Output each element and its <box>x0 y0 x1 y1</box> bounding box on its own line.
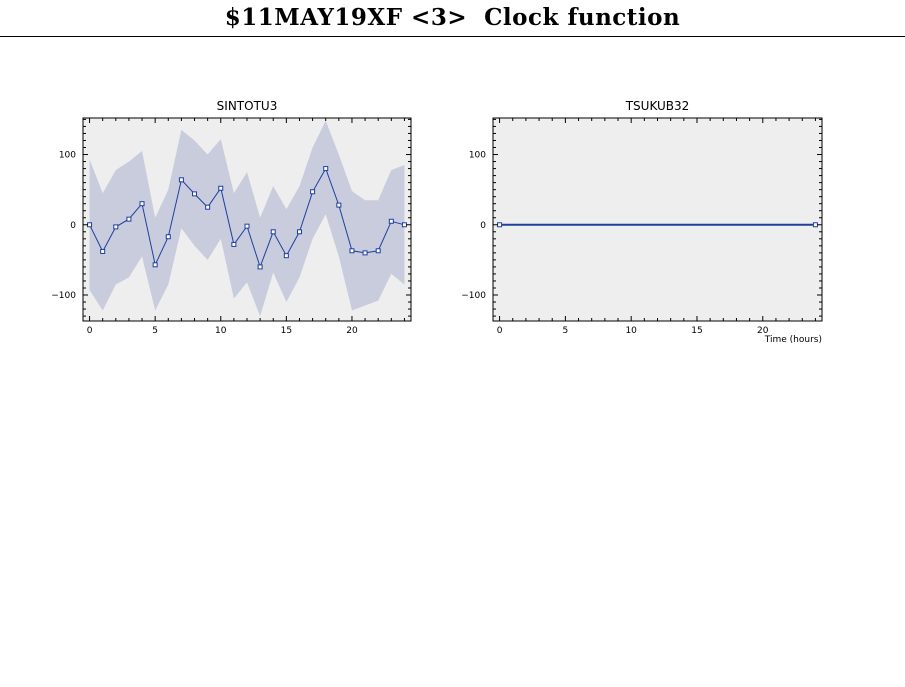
data-point <box>257 264 263 270</box>
data-point <box>87 222 93 228</box>
data-point <box>270 229 276 235</box>
data-point <box>100 248 106 254</box>
x-tick-label: 5 <box>152 326 158 336</box>
y-tick-label: 0 <box>480 221 486 231</box>
x-tick-label: 15 <box>281 326 292 336</box>
page-title: $11MAY19XF <3> Clock function <box>224 4 681 31</box>
data-point <box>178 177 184 183</box>
x-tick-label: 10 <box>215 326 227 336</box>
data-point <box>113 224 119 230</box>
data-point <box>812 222 818 228</box>
data-point <box>152 262 158 268</box>
data-point <box>310 189 316 195</box>
data-point <box>139 201 145 207</box>
chart-tsukub32: TSUKUB32 0 5 10 15 20 −100 0 100 Time (hours) <box>461 99 823 345</box>
x-tick-label: 20 <box>346 326 358 336</box>
data-point <box>192 191 198 197</box>
y-tick-label: 100 <box>469 151 486 161</box>
data-point <box>349 248 355 254</box>
data-point <box>375 248 381 254</box>
x-tick-label: 10 <box>625 326 637 336</box>
x-tick-label: 5 <box>563 326 569 336</box>
chart-title: SINTOTU3 <box>217 99 278 113</box>
data-point <box>323 166 329 172</box>
data-point <box>336 202 342 208</box>
data-point <box>205 204 211 210</box>
chart-title: TSUKUB32 <box>625 99 690 113</box>
data-point <box>218 185 224 191</box>
data-point <box>244 223 250 229</box>
y-tick-label: −100 <box>461 291 486 301</box>
data-point <box>296 229 302 235</box>
x-tick-label: 0 <box>87 326 93 336</box>
data-point <box>497 222 503 228</box>
x-tick-label: 0 <box>497 326 503 336</box>
x-axis-label: Time (hours) <box>764 335 822 345</box>
chart-sintotu3: SINTOTU3 0 5 10 15 20 −100 0 100 <box>51 99 412 336</box>
data-point <box>231 241 237 247</box>
data-point <box>388 218 394 224</box>
data-point <box>165 234 171 240</box>
data-point <box>401 222 407 228</box>
plot-area <box>493 118 822 321</box>
x-tick-label: 20 <box>757 326 769 336</box>
y-tick-label: 0 <box>70 221 76 231</box>
y-tick-label: −100 <box>51 291 76 301</box>
data-point <box>126 216 132 222</box>
title-divider <box>0 36 905 37</box>
y-tick-label: 100 <box>59 151 76 161</box>
x-tick-label: 15 <box>691 326 702 336</box>
data-point <box>283 253 289 259</box>
data-point <box>362 250 368 256</box>
